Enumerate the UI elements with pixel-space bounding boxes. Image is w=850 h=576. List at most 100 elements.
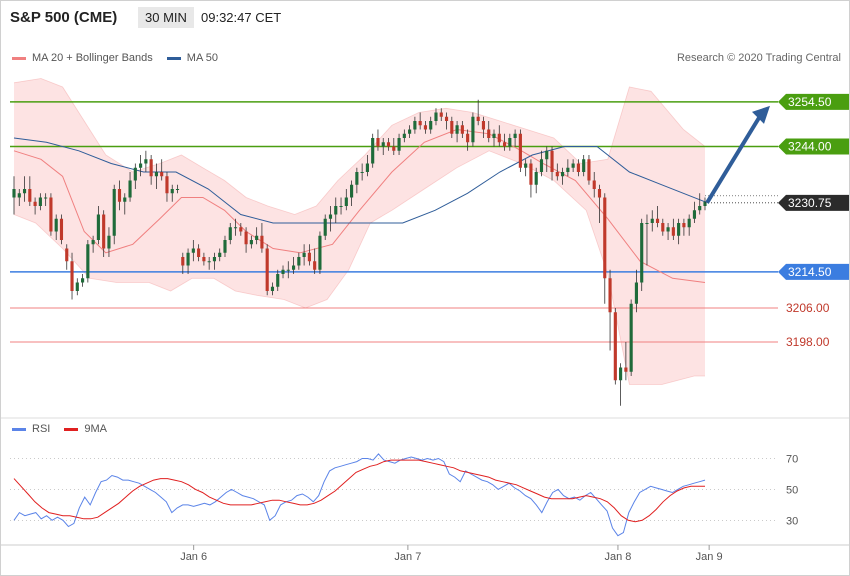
candle-body <box>371 138 375 164</box>
rsi-tick-label-0: 30 <box>786 515 798 527</box>
candle-body <box>65 248 69 262</box>
candle-body <box>207 261 211 263</box>
legend-bands: MA 20 + Bollinger Bands <box>12 52 153 64</box>
candle-body <box>423 125 428 130</box>
candle-body <box>655 218 660 223</box>
level-tag-2 <box>778 263 850 280</box>
legend-rsi-ma-label: 9MA <box>84 423 107 435</box>
candle-body <box>281 269 285 274</box>
candle-body <box>260 235 264 249</box>
candle-body <box>133 167 137 181</box>
candle-body <box>28 189 32 202</box>
symbol-title: S&P 500 (CME) <box>10 9 118 26</box>
candle-body <box>640 223 644 283</box>
candle-body <box>450 121 454 134</box>
last-price-tag <box>778 194 850 211</box>
x-tick-label-1: Jan 7 <box>394 551 421 563</box>
candle-body <box>381 142 385 147</box>
candle-body <box>302 252 306 257</box>
candle-body <box>634 282 638 304</box>
candle-body <box>513 133 517 138</box>
price-legend: MA 20 + Bollinger Bands MA 50 <box>12 52 232 64</box>
rsi-tick-label-2: 70 <box>786 454 798 466</box>
candle-body <box>555 172 559 177</box>
candle-body <box>429 121 433 130</box>
candle-body <box>529 163 533 185</box>
candle-body <box>123 197 127 202</box>
candle-body <box>154 172 158 177</box>
candle-body <box>534 172 538 185</box>
candle-body <box>455 125 459 134</box>
candle-body <box>12 189 16 198</box>
legend-ma50-label: MA 50 <box>186 52 218 64</box>
candle-body <box>645 223 649 224</box>
credit-label: Research © 2020 Trading Central <box>676 52 841 64</box>
candle-body <box>692 210 697 219</box>
candle-body <box>365 163 369 172</box>
candle-body <box>376 138 380 147</box>
candle-body <box>487 129 491 138</box>
rsi-ma-line <box>13 459 705 523</box>
candle-body <box>107 235 111 249</box>
candle-body <box>682 223 686 228</box>
level-tag-0 <box>778 93 850 110</box>
legend-bands-label: MA 20 + Bollinger Bands <box>32 52 153 64</box>
candle-body <box>608 278 612 313</box>
level-label-2: 3214.50 <box>788 265 832 279</box>
candle-body <box>392 146 396 151</box>
projection-arrow-head <box>752 105 770 124</box>
candle-body <box>139 163 143 168</box>
candle-body <box>703 201 707 206</box>
candle-body <box>339 206 343 207</box>
candle-body <box>434 112 438 121</box>
bollinger-lower-line <box>13 150 705 385</box>
bollinger-band-area <box>14 78 705 385</box>
candle-body <box>233 227 238 229</box>
candle-body <box>249 240 253 245</box>
candle-body <box>576 163 580 172</box>
candle-body <box>223 240 227 253</box>
candle-body <box>165 176 169 194</box>
candle-body <box>439 112 443 117</box>
timeframe-badge[interactable]: 30 MIN <box>138 7 194 28</box>
candle-body <box>175 189 180 190</box>
last-price-label: 3230.75 <box>788 196 832 210</box>
x-tick-label-0: Jan 6 <box>180 551 207 563</box>
candle-body <box>218 252 222 257</box>
rsi-ma-swatch-icon <box>64 427 79 431</box>
x-tick-label-2: Jan 8 <box>604 551 631 563</box>
candle-body <box>291 265 296 270</box>
candle-body <box>244 231 248 245</box>
rsi-tick-label-1: 50 <box>786 484 798 496</box>
candle-body <box>70 261 74 291</box>
candle-body <box>149 159 153 177</box>
candle-body <box>413 121 417 130</box>
candle-body <box>566 167 570 172</box>
candle-body <box>460 125 464 134</box>
candle-body <box>38 197 42 206</box>
ma20-line <box>13 128 706 283</box>
candle-body <box>181 257 185 266</box>
candle-body <box>355 172 359 185</box>
candle-body <box>112 189 116 236</box>
candle-body <box>550 150 554 172</box>
chart-header: S&P 500 (CME) 30 MIN 09:32:47 CET <box>0 0 850 40</box>
candle-body <box>650 218 654 223</box>
candle-body <box>397 138 401 151</box>
candle-body <box>117 189 122 202</box>
candle-body <box>444 116 449 121</box>
candle-body <box>539 159 544 172</box>
candle-body <box>571 163 575 168</box>
level-label-3: 3206.00 <box>786 301 830 315</box>
candle-body <box>286 269 290 271</box>
candle-body <box>313 261 317 270</box>
bands-swatch-icon <box>12 56 26 60</box>
legend-ma50: MA 50 <box>166 52 218 64</box>
candle-body <box>629 303 633 372</box>
candle-body <box>687 218 691 228</box>
candle-body <box>386 142 391 147</box>
candle-body <box>508 138 512 147</box>
candle-body <box>186 252 190 266</box>
candle-body <box>671 227 675 236</box>
